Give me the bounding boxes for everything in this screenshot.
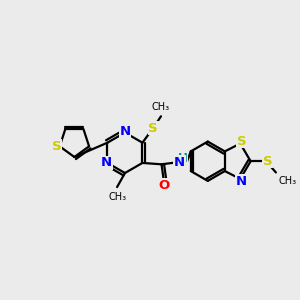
Text: S: S <box>52 140 61 153</box>
Text: N: N <box>119 125 130 138</box>
Text: H: H <box>178 152 188 165</box>
Text: N: N <box>236 175 247 188</box>
Text: S: S <box>263 155 272 168</box>
Text: N: N <box>174 156 185 169</box>
Text: S: S <box>148 122 158 135</box>
Text: N: N <box>101 156 112 170</box>
Text: CH₃: CH₃ <box>108 192 126 202</box>
Text: CH₃: CH₃ <box>278 176 296 186</box>
Text: O: O <box>158 178 169 192</box>
Text: CH₃: CH₃ <box>152 102 170 112</box>
Text: S: S <box>237 135 247 148</box>
